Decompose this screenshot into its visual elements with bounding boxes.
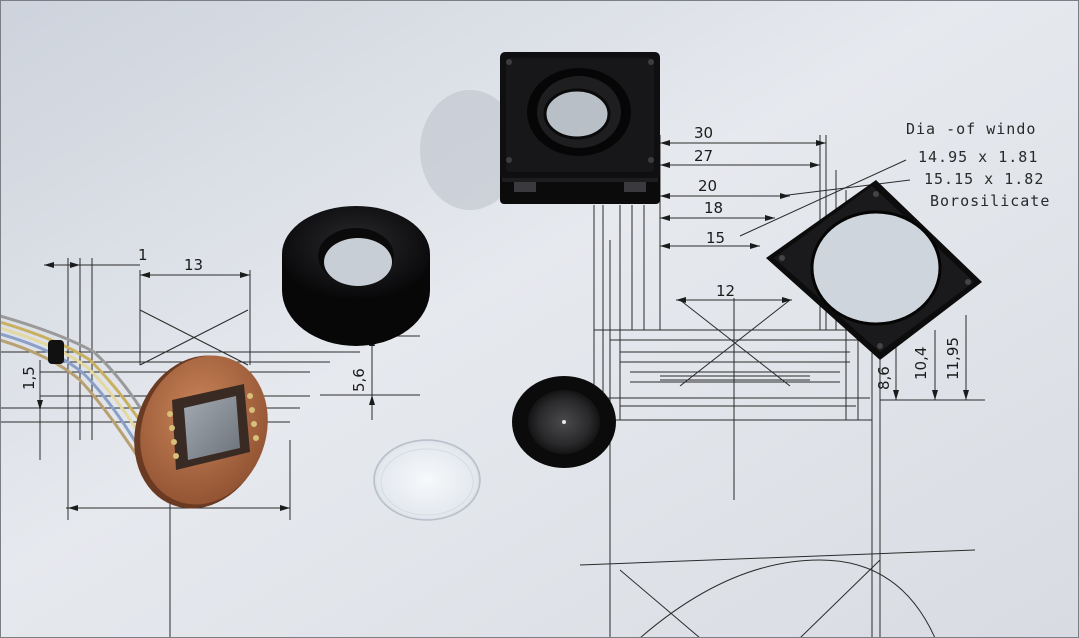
black-spacer-ring — [282, 206, 430, 346]
dim-5-6: 5,6 — [350, 368, 368, 392]
dim-11-95: 11,95 — [944, 337, 962, 380]
borosilicate-window-disc — [373, 439, 481, 521]
window-note-line1: Dia -of windo — [906, 120, 1036, 138]
window-note-line3: 15.15 x 1.82 — [924, 170, 1044, 188]
dim-15: 15 — [706, 229, 725, 247]
dim-1-5: 1,5 — [20, 366, 38, 390]
dim-8-6: 8,6 — [875, 366, 893, 390]
dim-18: 18 — [704, 199, 723, 217]
pinhole-aperture-disc — [512, 376, 616, 468]
dim-10-4: 10,4 — [912, 347, 930, 380]
dim-13: 13 — [184, 256, 203, 274]
dim-1: 1 — [138, 246, 148, 264]
dimension-arrowheads — [37, 140, 969, 511]
square-housing-block — [420, 52, 660, 210]
sensor-chip — [184, 396, 240, 460]
dim-12: 12 — [716, 282, 735, 300]
square-window-frame — [766, 180, 982, 360]
window-note-line2: 14.95 x 1.81 — [918, 148, 1038, 166]
sensor-pcb-disc — [134, 355, 268, 509]
dim-27: 27 — [694, 147, 713, 165]
dim-30: 30 — [694, 124, 713, 142]
detector-wires — [0, 314, 152, 456]
window-note-line4: Borosilicate — [930, 192, 1050, 210]
dim-20: 20 — [698, 177, 717, 195]
